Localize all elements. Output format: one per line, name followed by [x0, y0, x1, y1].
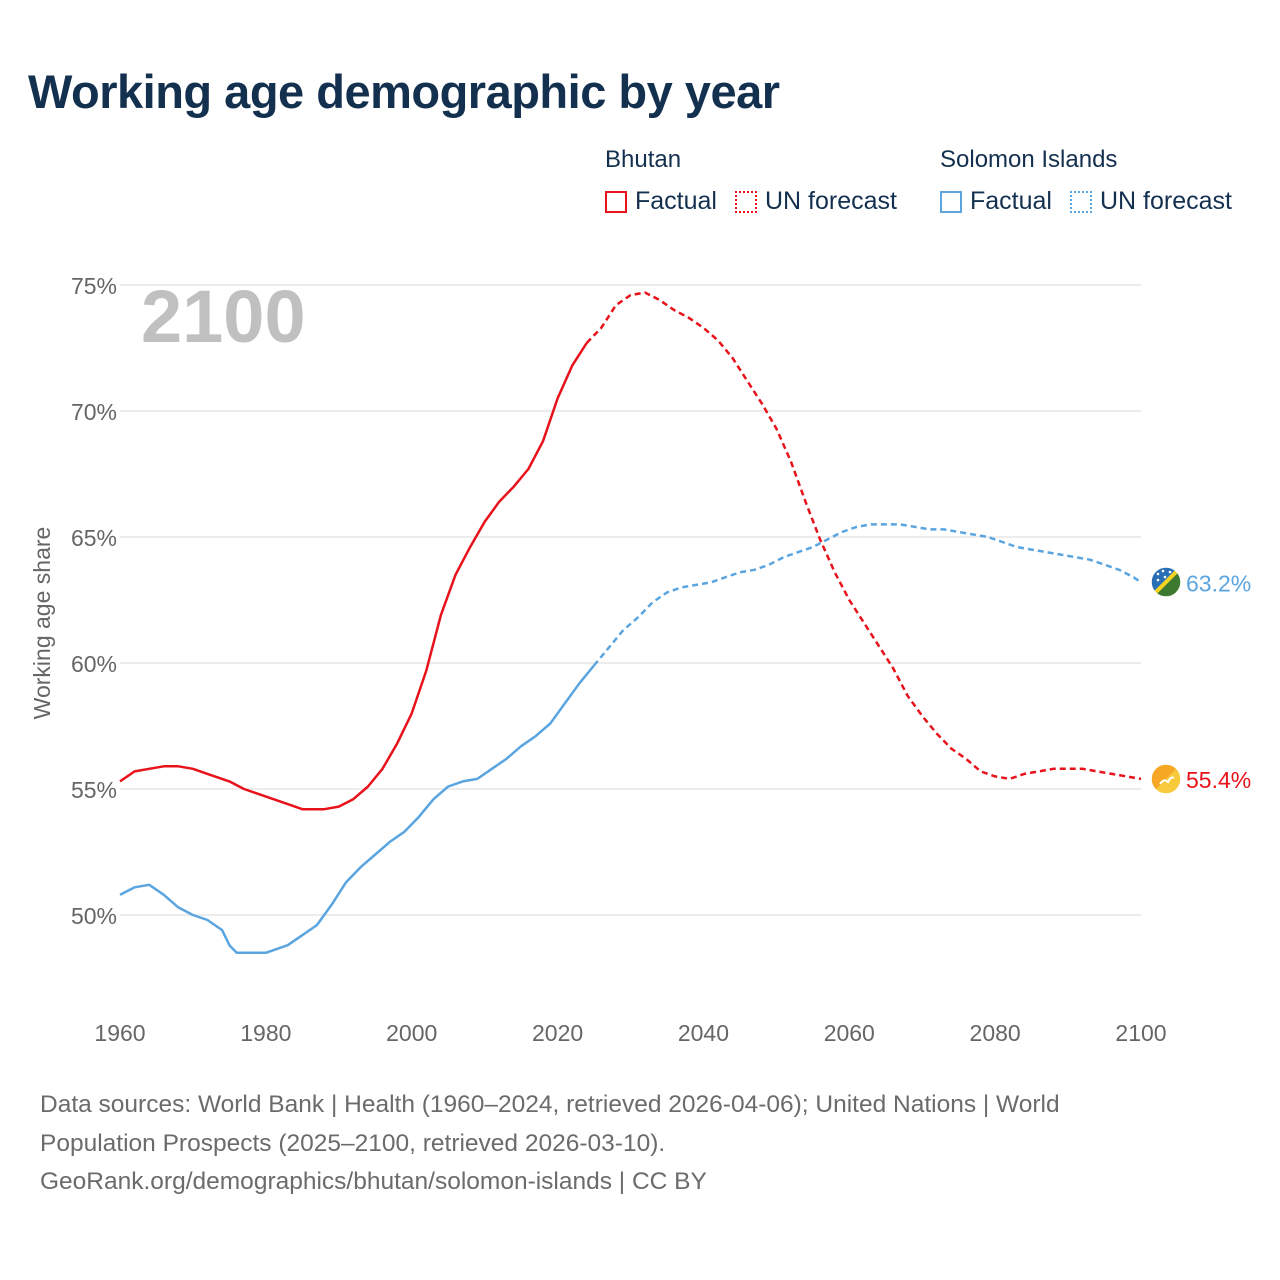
- legend-group-solomon-islands: Solomon Islands Factual UN forecast: [940, 145, 1232, 216]
- solomon-islands-end-label: 63.2%: [1186, 570, 1251, 596]
- legend-group-bhutan: Bhutan Factual UN forecast: [605, 145, 897, 216]
- solomon-islands-flag-icon: [1150, 566, 1182, 598]
- source-note: Data sources: World Bank | Health (1960–…: [40, 1086, 1200, 1202]
- y-tick-label: 50%: [71, 903, 117, 929]
- chart-title: Working age demographic by year: [28, 65, 780, 118]
- legend-item-solomon-forecast[interactable]: UN forecast: [1069, 187, 1232, 216]
- legend-item-solomon-factual[interactable]: Factual: [940, 187, 1052, 216]
- legend-swatch-solid: [940, 190, 962, 213]
- solomon-islands-forecast-line[interactable]: [593, 523, 1142, 667]
- legend-label: UN forecast: [764, 187, 897, 215]
- year-watermark: 2100: [141, 275, 306, 358]
- legend-swatch-dotted: [734, 190, 757, 213]
- y-tick-label: 70%: [71, 399, 117, 425]
- legend-label: UN forecast: [1099, 187, 1232, 215]
- legend-country-name: Bhutan: [605, 146, 682, 173]
- x-tick-label: 2000: [386, 1020, 437, 1046]
- legend-label: Factual: [970, 187, 1052, 215]
- x-tick-label: 2040: [678, 1020, 729, 1046]
- x-tick-label: 2060: [824, 1020, 875, 1046]
- bhutan-flag-icon: [1150, 763, 1182, 795]
- legend-swatch-dotted: [1069, 190, 1092, 213]
- bhutan-factual-line[interactable]: [119, 342, 588, 811]
- line-chart: 50% 55% 60% 65% 70% 75% 1960 1980 2000 2020 2040 20…: [29, 273, 1251, 1046]
- legend-item-bhutan-factual[interactable]: Factual: [605, 187, 717, 216]
- source-line: Population Prospects (2025–2100, retriev…: [40, 1129, 666, 1157]
- x-tick-label: 2100: [1115, 1020, 1166, 1046]
- y-tick-label: 55%: [71, 777, 117, 803]
- y-axis-title: Working age share: [29, 527, 55, 720]
- source-line: Data sources: World Bank | Health (1960–…: [40, 1091, 1060, 1118]
- x-tick-label: 1980: [240, 1020, 291, 1046]
- y-tick-label: 65%: [71, 525, 117, 551]
- x-tick-label: 2080: [970, 1020, 1021, 1046]
- y-tick-label: 75%: [71, 273, 117, 299]
- bhutan-end-label: 55.4%: [1186, 767, 1251, 793]
- source-url[interactable]: GeoRank.org/demographics/bhutan/solomon-…: [40, 1168, 707, 1195]
- legend-label: Factual: [635, 187, 717, 215]
- solomon-islands-factual-line[interactable]: [119, 664, 595, 955]
- legend-item-bhutan-forecast[interactable]: UN forecast: [734, 187, 897, 216]
- bhutan-forecast-line[interactable]: [585, 291, 1142, 781]
- legend-swatch-solid: [605, 190, 627, 213]
- y-tick-label: 60%: [71, 651, 117, 677]
- legend-country-name: Solomon Islands: [940, 146, 1118, 173]
- x-tick-label: 2020: [532, 1020, 583, 1046]
- x-tick-label: 1960: [94, 1020, 145, 1046]
